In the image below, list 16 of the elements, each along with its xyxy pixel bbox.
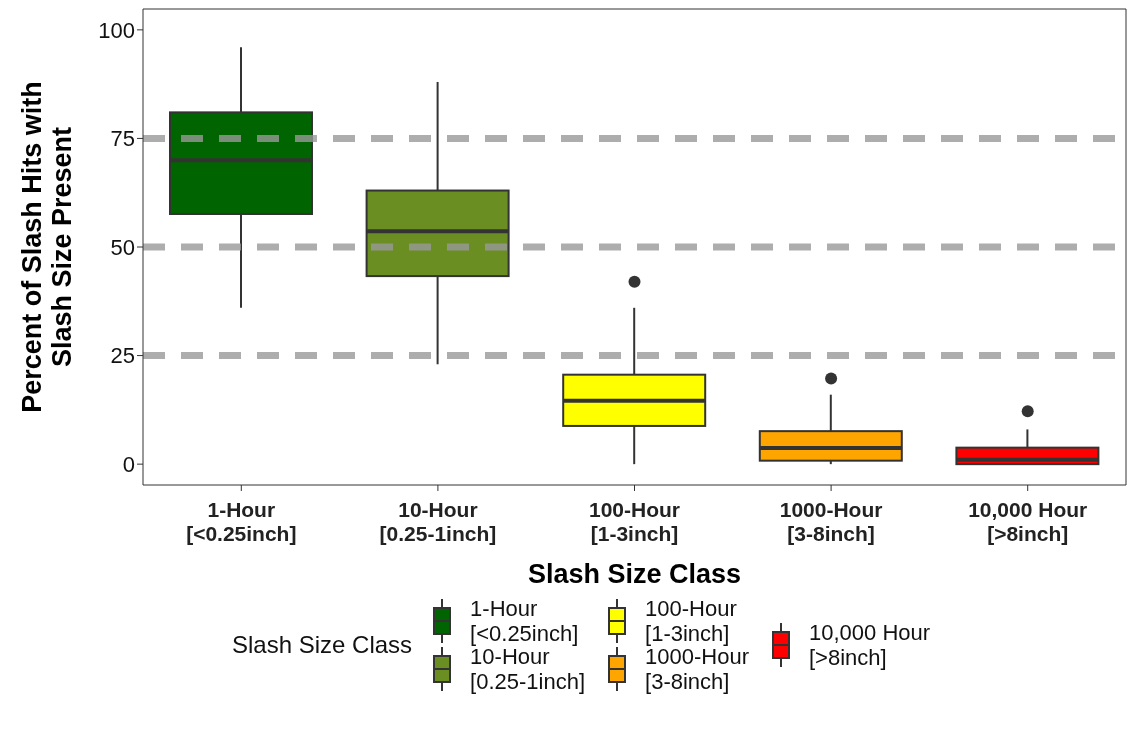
y-tick-label: 100: [98, 17, 135, 43]
y-tick-label: 0: [122, 451, 135, 477]
y-axis-title: Percent of Slash Hits with Slash Size Present: [17, 81, 77, 413]
legend-label: 10,000 Hour [>8inch]: [809, 620, 931, 670]
legend-title: Slash Size Class: [232, 631, 413, 659]
legend-label: 100-Hour [1-3inch]: [645, 596, 737, 646]
y-tick-label: 75: [110, 126, 135, 152]
x-tick-label: 10-Hour [0.25-1inch]: [379, 498, 497, 545]
x-tick-label: 10,000 Hour [>8inch]: [968, 498, 1088, 545]
x-tick-label: 1000-Hour [3-8inch]: [779, 498, 883, 545]
x-tick-label: 1-Hour [<0.25inch]: [186, 498, 297, 545]
y-tick-label: 25: [110, 343, 135, 369]
x-tick-label: 100-Hour [1-3inch]: [588, 498, 681, 545]
x-axis-title: Slash Size Class: [527, 559, 742, 589]
y-tick-label: 50: [110, 234, 135, 260]
legend-label: 1-Hour [<0.25inch]: [470, 596, 579, 646]
